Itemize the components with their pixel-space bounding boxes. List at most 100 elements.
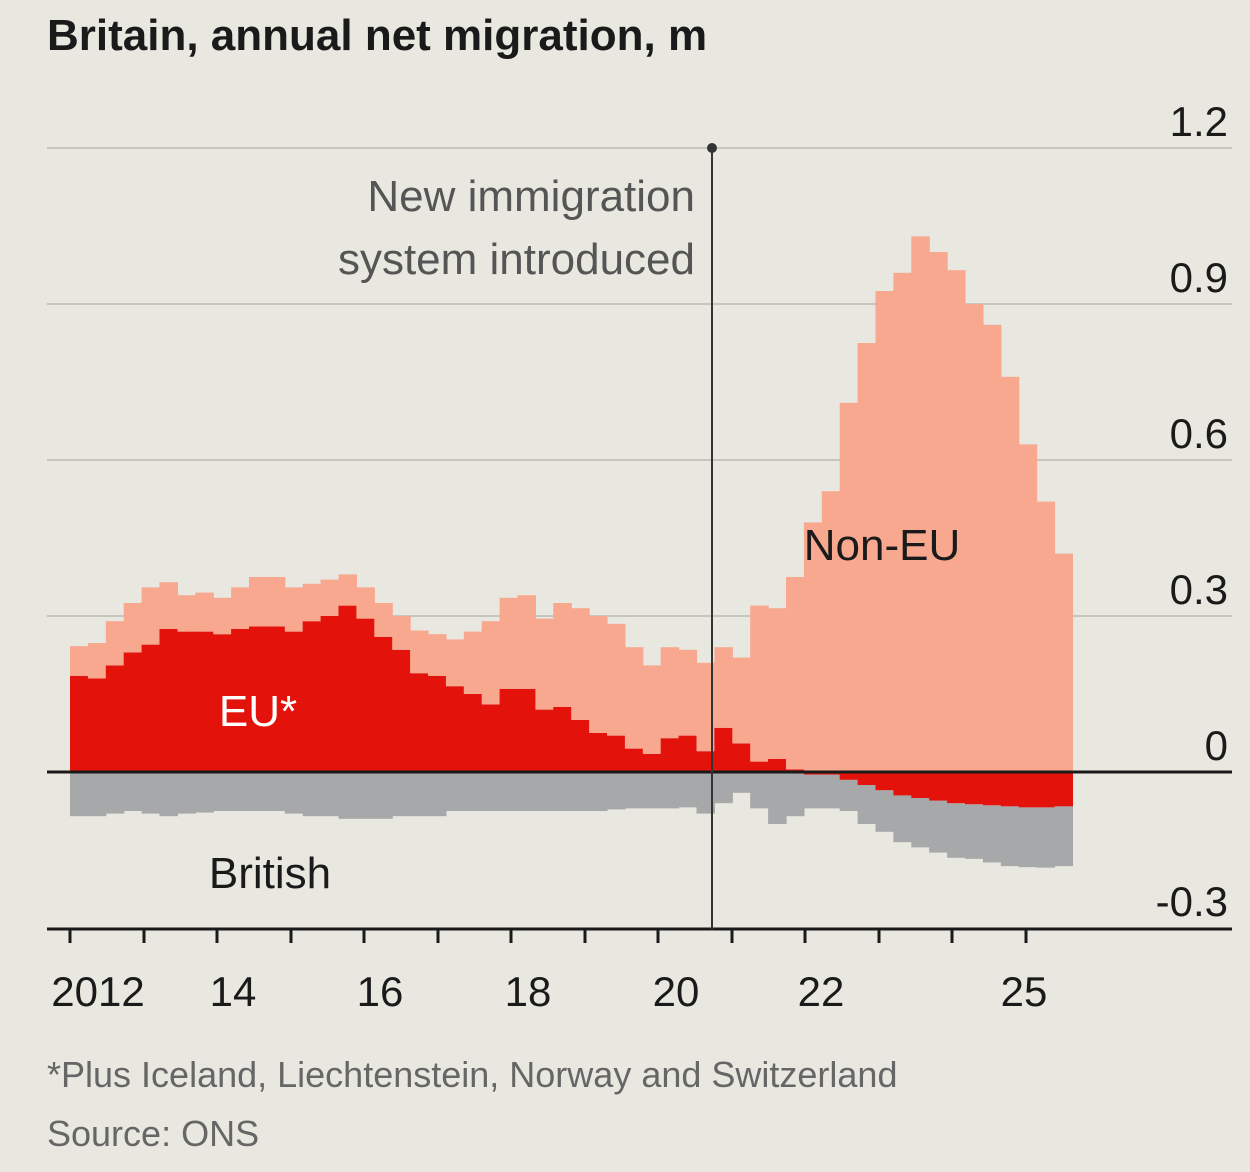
bar-british <box>714 772 733 804</box>
bar-eu <box>839 772 859 780</box>
source: Source: ONS <box>47 1113 259 1154</box>
bar-non-eu <box>607 623 626 736</box>
bar-british <box>249 772 268 811</box>
bar-non-eu <box>70 646 89 676</box>
bar-eu <box>642 753 662 772</box>
bar-british <box>553 772 572 811</box>
bar-non-eu <box>642 665 662 754</box>
bar-eu <box>893 772 912 796</box>
y-tick-label: 0.9 <box>1170 254 1228 301</box>
bar-eu <box>1036 772 1056 808</box>
bar-british <box>1018 807 1038 868</box>
bar-non-eu <box>499 597 519 689</box>
bar-british <box>642 772 662 809</box>
bar-non-eu <box>445 639 465 687</box>
bar-british <box>302 772 322 817</box>
bar-eu <box>750 761 769 772</box>
bar-non-eu <box>1036 501 1056 772</box>
bar-non-eu <box>857 343 877 772</box>
bar-british <box>356 772 375 819</box>
bar-eu <box>553 707 572 772</box>
bar-non-eu <box>660 647 680 739</box>
bar-eu <box>392 649 411 772</box>
series-label-british: British <box>209 849 331 898</box>
bar-british <box>159 772 178 817</box>
bar-british <box>195 772 214 813</box>
bar-non-eu <box>571 608 590 720</box>
bar-eu <box>982 772 1002 806</box>
bar-eu <box>624 748 644 772</box>
bar-british <box>839 779 859 811</box>
bar-non-eu <box>1054 553 1073 772</box>
bar-non-eu <box>786 577 805 770</box>
bar-non-eu <box>392 616 411 650</box>
bar-british <box>607 772 626 810</box>
bar-eu <box>338 605 357 772</box>
bar-british <box>1036 807 1056 868</box>
bar-eu <box>768 759 787 772</box>
bar-non-eu <box>428 634 447 676</box>
bar-non-eu <box>463 631 483 694</box>
footnote: *Plus Iceland, Liechtenstein, Norway and… <box>47 1054 897 1095</box>
bar-british <box>123 772 143 811</box>
bar-british <box>428 772 447 817</box>
axes <box>47 143 1232 943</box>
bar-british <box>177 772 196 814</box>
bar-eu <box>481 704 501 772</box>
y-tick-label: 1.2 <box>1170 98 1228 145</box>
annotation-line-2: system introduced <box>338 235 695 284</box>
series-label-eu: EU* <box>219 687 297 736</box>
bar-eu <box>356 618 375 772</box>
bar-british <box>535 772 554 811</box>
bar-non-eu <box>213 597 232 635</box>
bar-non-eu <box>839 402 859 772</box>
bar-british <box>982 805 1002 863</box>
bar-non-eu <box>965 304 984 772</box>
bar-eu <box>714 727 733 772</box>
bar-eu <box>1018 772 1038 808</box>
bar-british <box>893 795 912 843</box>
bar-non-eu <box>535 618 554 710</box>
bar-eu <box>231 629 250 772</box>
bar-non-eu <box>266 577 286 627</box>
bar-non-eu <box>624 647 644 749</box>
bar-eu <box>123 652 143 772</box>
bar-british <box>875 790 894 832</box>
bar-non-eu <box>803 522 823 772</box>
bar-british <box>231 772 250 811</box>
bar-eu <box>929 772 948 801</box>
bar-non-eu <box>284 587 304 632</box>
bar-non-eu <box>678 649 698 736</box>
bar-non-eu <box>356 587 375 619</box>
bar-non-eu <box>481 621 501 705</box>
bar-british <box>857 785 877 824</box>
bar-british <box>660 772 680 809</box>
bar-british <box>410 772 429 817</box>
bar-british <box>768 772 787 824</box>
bar-british <box>803 774 823 809</box>
labels-layer: 1.2 0.9 0.6 0.3 0 -0.3 2012 14 16 18 20 22 25 EU* Non-… <box>51 98 1228 1015</box>
bar-british <box>750 772 769 809</box>
bar-non-eu <box>911 236 930 772</box>
series-label-non-eu: Non-EU <box>804 521 961 570</box>
bar-eu <box>284 631 304 772</box>
bar-british <box>374 772 393 819</box>
bar-british <box>732 772 751 793</box>
bars-layer <box>70 236 1073 868</box>
y-tick-label: 0 <box>1205 722 1228 769</box>
x-tick-label: 2012 <box>51 968 144 1015</box>
bar-eu <box>266 626 286 772</box>
x-tick-label: 16 <box>357 968 404 1015</box>
bar-eu <box>589 733 608 772</box>
x-tick-label: 14 <box>210 968 257 1015</box>
bar-eu <box>911 772 930 798</box>
bar-british <box>965 804 984 859</box>
bar-eu <box>105 665 125 772</box>
bar-british <box>141 772 161 814</box>
bar-non-eu <box>195 592 214 632</box>
bar-non-eu <box>141 587 161 645</box>
bar-non-eu <box>714 647 733 728</box>
bar-non-eu <box>821 491 841 772</box>
bar-eu <box>1000 772 1020 807</box>
bar-british <box>1054 806 1073 867</box>
